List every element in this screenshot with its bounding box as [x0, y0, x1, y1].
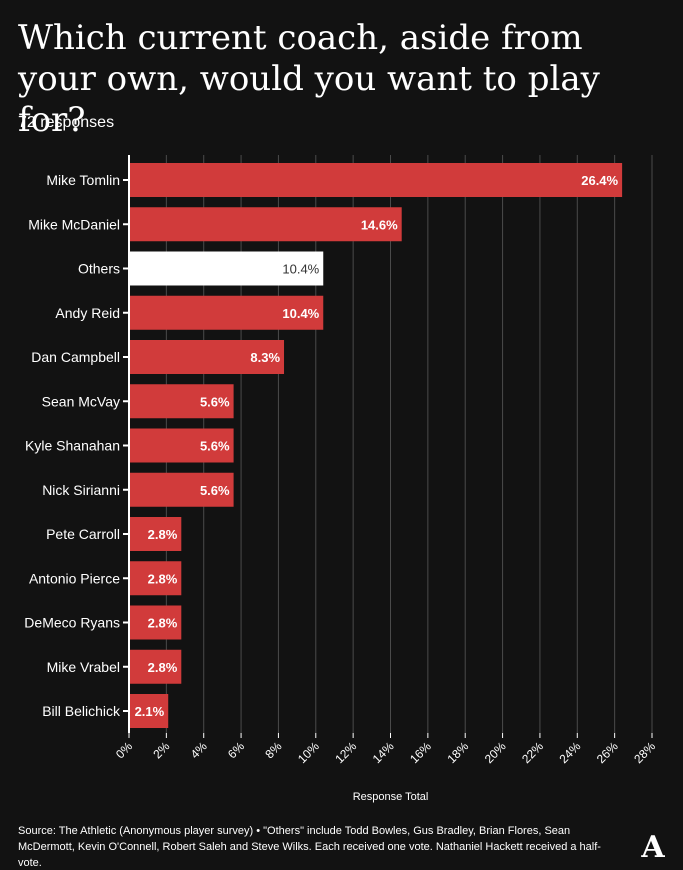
category-label: Bill Belichick [42, 703, 121, 719]
category-label: Mike Vrabel [47, 659, 120, 675]
x-tick-label: 14% [370, 739, 397, 766]
x-tick-label: 18% [444, 739, 471, 766]
bar [130, 517, 182, 551]
data-label: 2.8% [148, 616, 178, 631]
bar [130, 207, 402, 242]
x-tick-label: 0% [113, 739, 135, 761]
bar [130, 561, 182, 596]
data-label: 2.8% [148, 660, 178, 675]
bar [130, 295, 324, 330]
x-tick-label: 12% [332, 739, 359, 766]
x-tick-label: 10% [295, 739, 322, 766]
category-label: Nick Sirianni [42, 482, 120, 498]
x-tick-label: 2% [150, 739, 172, 761]
category-label: Mike Tomlin [46, 172, 120, 188]
x-tick-label: 24% [557, 739, 584, 766]
bar [130, 649, 182, 684]
data-label: 5.6% [200, 439, 230, 454]
bar [130, 428, 234, 463]
data-label: 2.1% [135, 704, 165, 719]
category-label: Mike McDaniel [28, 216, 120, 232]
bar [130, 163, 623, 197]
data-label: 2.8% [148, 527, 178, 542]
x-tick-label: 22% [519, 739, 546, 766]
data-label: 5.6% [200, 483, 230, 498]
category-label: Others [78, 261, 120, 277]
x-tick-label: 4% [188, 739, 210, 761]
category-label: Andy Reid [55, 305, 120, 321]
data-label: 10.4% [282, 306, 319, 321]
x-tick-label: 6% [225, 739, 247, 761]
x-tick-label: 26% [594, 739, 621, 766]
chart-title: Which current coach, aside from your own… [18, 18, 600, 140]
source-note: Source: The Athletic (Anonymous player s… [18, 825, 601, 869]
bar [130, 340, 285, 374]
data-label: 26.4% [581, 173, 618, 188]
category-label: Sean McVay [42, 393, 120, 409]
category-label: Antonio Pierce [29, 570, 120, 586]
x-tick-label: 28% [631, 739, 658, 766]
bar [130, 251, 324, 286]
bar-chart: 0% 2% 4% 6% 8% 10% 12% 14% 16% 18% 20% 22% 24% 26% 28%… [24, 155, 658, 803]
bar [130, 605, 182, 640]
x-axis-title: Response Total [353, 791, 429, 803]
category-label: Pete Carroll [46, 526, 120, 542]
category-label: DeMeco Ryans [24, 615, 120, 631]
data-label: 14.6% [361, 217, 398, 232]
data-label: 5.6% [200, 394, 230, 409]
x-tick-label: 20% [482, 739, 509, 766]
chart-subtitle: 72 responses [18, 114, 115, 131]
data-label: 8.3% [250, 350, 280, 365]
category-label: Kyle Shanahan [25, 438, 120, 454]
data-label: 10.4% [282, 262, 319, 277]
logo-letter: A [640, 830, 665, 862]
x-tick-label: 16% [407, 739, 434, 766]
bar [130, 694, 169, 728]
the-athletic-logo: A [640, 830, 665, 862]
bar [130, 472, 234, 507]
data-label: 2.8% [148, 571, 178, 586]
category-label: Dan Campbell [31, 349, 120, 365]
x-tick-label: 8% [262, 739, 284, 761]
bar [130, 384, 234, 419]
